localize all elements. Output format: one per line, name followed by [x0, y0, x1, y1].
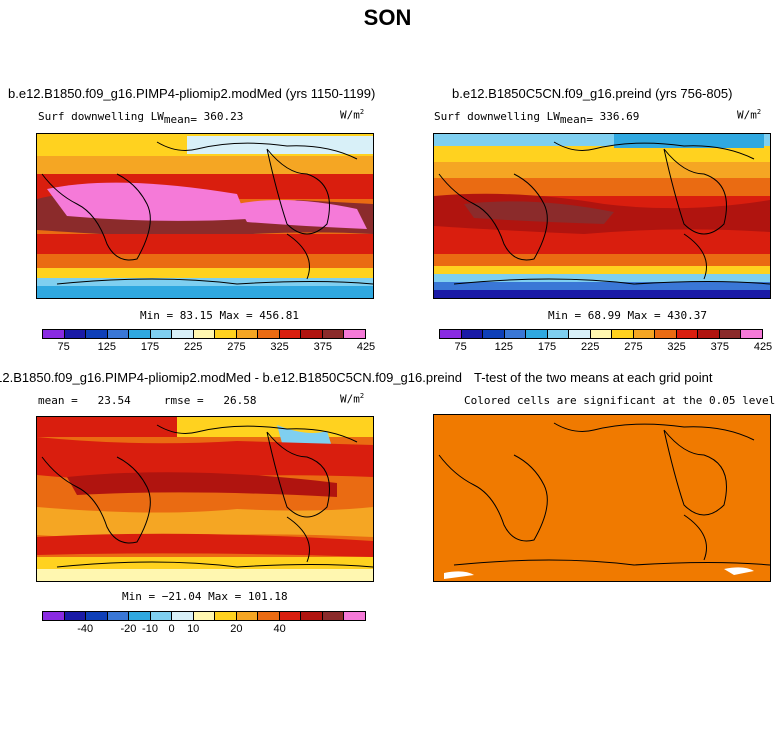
colorbar-swatch	[150, 612, 173, 620]
colorbar-swatch	[236, 330, 259, 338]
colorbar-tick-label: 225	[184, 341, 203, 353]
colorbar-tick-label: 125	[494, 341, 513, 353]
colorbar-tick-label: 20	[230, 623, 243, 635]
colorbar-tick-label: 40	[273, 623, 286, 635]
colorbar-swatch	[43, 612, 65, 620]
colorbar-tick-label: 275	[227, 341, 246, 353]
panel3-colorbar-ticks: -40 -20 -10 0 10 20 40	[42, 623, 366, 637]
colorbar-swatch	[150, 330, 173, 338]
colorbar-swatch	[64, 612, 87, 620]
panel2-map	[433, 133, 771, 299]
colorbar-tick-label: 0	[168, 623, 175, 635]
colorbar-swatch	[655, 330, 677, 338]
colorbar-swatch	[741, 330, 762, 338]
panel3-units: W/m2	[340, 392, 365, 406]
colorbar-swatch	[215, 330, 237, 338]
panel2-var-label: Surf downwelling LWmean= 336.69	[434, 110, 640, 127]
colorbar-swatch	[719, 330, 742, 338]
colorbar-tick-label: 175	[537, 341, 557, 353]
colorbar-swatch	[322, 330, 345, 338]
panel3-colorbar: -40 -20 -10 0 10 20 40	[42, 611, 366, 637]
panel1-units: W/m2	[340, 108, 365, 122]
colorbar-tick-label: 425	[356, 341, 376, 353]
panel2-title: b.e12.B1850C5CN.f09_g16.preind (yrs 756-…	[452, 86, 733, 101]
colorbar-swatch	[461, 330, 484, 338]
colorbar-tick-label: 425	[753, 341, 773, 353]
colorbar-swatch	[172, 612, 194, 620]
colorbar-swatch	[344, 612, 365, 620]
colorbar-tick-label: 275	[624, 341, 643, 353]
panel2-colorbar-swatches	[439, 329, 763, 339]
panel3-title: b.e12.B1850.f09_g16.PIMP4-pliomip2.modMe…	[0, 370, 462, 385]
colorbar-swatch	[43, 330, 65, 338]
colorbar-swatch	[279, 330, 302, 338]
colorbar-tick-label: 75	[454, 341, 467, 353]
colorbar-tick-label: 225	[581, 341, 600, 353]
panel1-colorbar: 75 125 175 225 275 325 375 425	[42, 329, 375, 355]
panel4-map	[433, 414, 771, 582]
colorbar-swatch	[526, 330, 548, 338]
panel1-minmax: Min = 83.15 Max = 456.81	[140, 309, 299, 322]
colorbar-tick-label: 375	[710, 341, 729, 353]
panel3-minmax: Min = −21.04 Max = 101.18	[122, 590, 288, 603]
colorbar-swatch	[129, 612, 151, 620]
colorbar-swatch	[193, 330, 216, 338]
colorbar-tick-label: 175	[140, 341, 160, 353]
panel1-var-label: Surf downwelling LWmean= 360.23	[38, 110, 244, 127]
colorbar-swatch	[86, 612, 108, 620]
colorbar-swatch	[279, 612, 302, 620]
colorbar-swatch	[698, 330, 720, 338]
panel3-stats: mean = 23.54 rmse = 26.58	[38, 394, 257, 407]
colorbar-swatch	[107, 612, 130, 620]
panel4-title: T-test of the two means at each grid poi…	[474, 370, 713, 385]
colorbar-swatch	[612, 330, 634, 338]
colorbar-tick-label: 75	[57, 341, 70, 353]
panel1-colorbar-ticks: 75 125 175 225 275 325 375 425	[42, 341, 375, 355]
colorbar-swatch	[86, 330, 108, 338]
colorbar-tick-label: -40	[77, 623, 94, 635]
colorbar-swatch	[440, 330, 462, 338]
colorbar-tick-label: -20	[120, 623, 137, 635]
panel1-map	[36, 133, 374, 299]
panel2-colorbar-ticks: 75 125 175 225 275 325 375 425	[439, 341, 772, 355]
colorbar-tick-label: 10	[187, 623, 200, 635]
colorbar-swatch	[215, 612, 237, 620]
colorbar-swatch	[129, 330, 151, 338]
colorbar-swatch	[483, 330, 505, 338]
colorbar-swatch	[633, 330, 656, 338]
colorbar-swatch	[569, 330, 591, 338]
colorbar-swatch	[676, 330, 699, 338]
colorbar-swatch	[301, 612, 323, 620]
colorbar-swatch	[547, 330, 570, 338]
panel3-title-clip: b.e12.B1850.f09_g16.PIMP4-pliomip2.modMe…	[0, 370, 462, 388]
colorbar-swatch	[107, 330, 130, 338]
colorbar-swatch	[301, 330, 323, 338]
colorbar-tick-label: 375	[313, 341, 332, 353]
colorbar-swatch	[193, 612, 216, 620]
colorbar-swatch	[258, 330, 280, 338]
colorbar-swatch	[64, 330, 87, 338]
colorbar-swatch	[344, 330, 365, 338]
colorbar-tick-label: -10	[142, 623, 158, 635]
panel1-colorbar-swatches	[42, 329, 366, 339]
colorbar-swatch	[504, 330, 527, 338]
colorbar-swatch	[258, 612, 280, 620]
colorbar-swatch	[322, 612, 345, 620]
panel2-minmax: Min = 68.99 Max = 430.37	[548, 309, 707, 322]
figure-title: SON	[363, 5, 412, 30]
panel1-title: b.e12.B1850.f09_g16.PIMP4-pliomip2.modMe…	[8, 86, 376, 101]
colorbar-swatch	[590, 330, 613, 338]
colorbar-swatch	[236, 612, 259, 620]
panel3-colorbar-swatches	[42, 611, 366, 621]
panel3-map	[36, 416, 374, 582]
colorbar-tick-label: 125	[97, 341, 116, 353]
panel2-colorbar: 75 125 175 225 275 325 375 425	[439, 329, 772, 355]
colorbar-tick-label: 325	[667, 341, 686, 353]
panel2-units: W/m2	[737, 108, 762, 122]
colorbar-tick-label: 325	[270, 341, 289, 353]
colorbar-swatch	[172, 330, 194, 338]
panel4-subtitle: Colored cells are significant at the 0.0…	[464, 394, 775, 407]
